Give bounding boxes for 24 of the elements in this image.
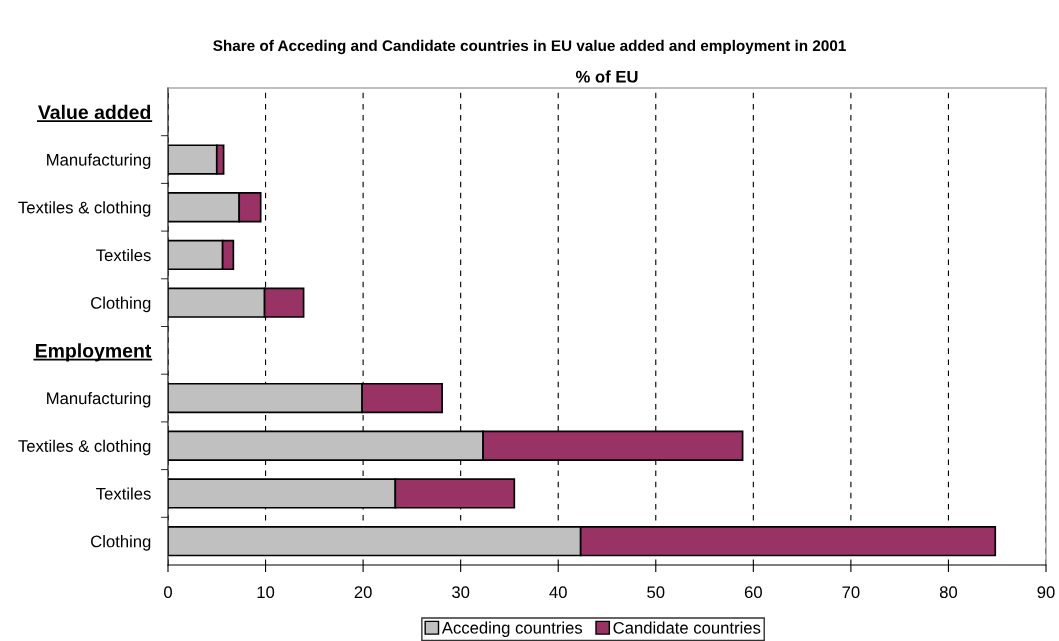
x-tick-label: 10 [257, 586, 275, 599]
x-axis-title: % of EU [575, 70, 638, 83]
x-tick-label: 40 [549, 586, 567, 599]
y-tick-label: Manufacturing [47, 153, 151, 170]
legend-label: Candidate countries [613, 621, 761, 634]
x-tick-label: 30 [452, 586, 470, 599]
x-tick-label: 0 [164, 586, 172, 599]
chart-title: Share of Acceding and Candidate countries in EU value added and employment in 2001 [213, 39, 846, 55]
x-tick-label: 80 [939, 586, 958, 599]
y-tick-label: Clothing [91, 296, 151, 313]
y-tick-label: Textiles & clothing [18, 201, 151, 217]
y-tick-label: Value added [38, 104, 151, 120]
x-tick-label: 90 [1037, 586, 1055, 599]
y-tick-label: Textiles & clothing [18, 439, 151, 456]
y-tick-label: Employment [35, 343, 152, 362]
x-tick-label: 70 [842, 586, 860, 599]
legend-label: Acceding countries [441, 621, 583, 638]
x-tick-label: 20 [354, 586, 372, 599]
y-tick-label: Clothing [91, 535, 151, 551]
y-tick-label: Manufacturing [47, 392, 151, 408]
y-tick-label: Textiles [96, 487, 151, 500]
x-tick-label: 60 [744, 586, 762, 599]
x-tick-label: 50 [647, 586, 665, 599]
y-tick-label: Textiles [96, 248, 151, 262]
